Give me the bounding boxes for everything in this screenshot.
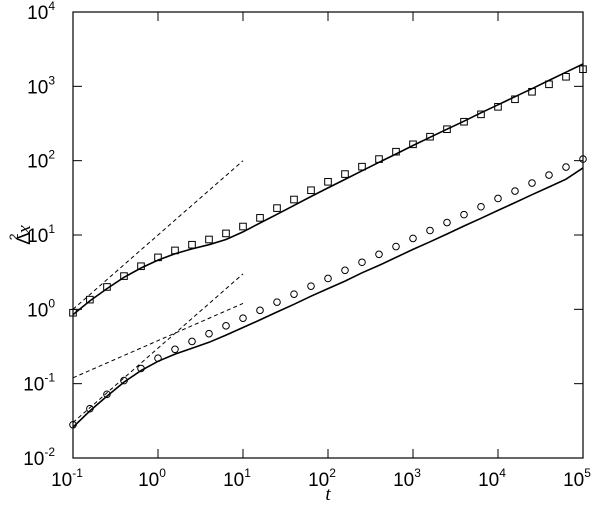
circle-marker (171, 345, 179, 354)
dashed-line (72, 302, 244, 379)
tick-label: 102 (27, 148, 55, 173)
square-marker (86, 295, 94, 304)
dashed-line (72, 273, 244, 423)
tick-base: 10 (563, 470, 584, 491)
tick-label: 104 (27, 0, 55, 24)
tick-label: 100 (138, 466, 166, 491)
square-marker (341, 170, 349, 178)
circle-marker (562, 163, 570, 171)
circle-marker (528, 179, 536, 187)
tick-label: 101 (223, 466, 251, 491)
y-label-base: Δ (14, 232, 35, 245)
tick-base: 10 (478, 470, 499, 491)
circle-marker (222, 322, 230, 330)
circle-marker (256, 306, 264, 315)
circle-marker (511, 187, 519, 195)
circle-marker (460, 210, 468, 219)
tick-label: 105 (563, 466, 591, 491)
square-marker (307, 186, 315, 195)
circle-marker (494, 194, 502, 203)
tick-base: 10 (393, 470, 414, 491)
square-marker (290, 195, 298, 204)
circle-marker (290, 290, 298, 298)
tick-label: 10-2 (23, 445, 55, 470)
square-marker (443, 125, 451, 134)
circle-marker (358, 258, 366, 267)
circle-marker (477, 202, 485, 211)
circle-marker (392, 242, 400, 251)
circle-marker (273, 298, 281, 306)
tick-exponent: -2 (44, 445, 55, 459)
tick-base: 10 (27, 226, 48, 247)
tick-exponent: -1 (44, 371, 55, 385)
tick-base: 10 (27, 152, 48, 173)
tick-base: 10 (27, 77, 48, 98)
tick-exponent: 0 (48, 296, 55, 310)
circle-marker (409, 234, 417, 243)
solid-line (72, 63, 584, 316)
square-marker (205, 235, 213, 244)
tick-label: 101 (27, 222, 55, 247)
square-marker (256, 214, 264, 222)
circle-marker (579, 155, 587, 163)
square-marker (239, 222, 247, 231)
tick-label: 10-1 (23, 371, 55, 396)
x-axis-label: t (325, 484, 331, 505)
tick-exponent: 1 (244, 466, 251, 480)
tick-exponent: -1 (72, 466, 83, 480)
circle-marker (307, 282, 315, 290)
solid-line (72, 167, 584, 428)
circle-marker (205, 329, 213, 338)
dashed-line (72, 160, 244, 310)
tick-base: 10 (23, 449, 44, 470)
circle-marker (239, 314, 247, 322)
tick-base: 10 (23, 375, 44, 396)
tick-base: 10 (27, 3, 48, 24)
tick-label: 103 (27, 73, 55, 98)
tick-exponent: 4 (499, 466, 506, 480)
tick-base: 10 (27, 300, 48, 321)
tick-label: 100 (27, 296, 55, 321)
circle-marker (426, 226, 434, 235)
circle-marker (188, 337, 196, 346)
tick-label: 103 (393, 466, 421, 491)
square-marker (562, 72, 570, 81)
tick-base: 10 (51, 470, 72, 491)
square-marker (426, 132, 434, 141)
tick-base: 10 (223, 470, 244, 491)
tick-base: 10 (138, 470, 159, 491)
tick-base: 10 (308, 470, 329, 491)
circle-marker (545, 171, 553, 179)
square-marker (188, 240, 196, 249)
circle-marker (375, 250, 383, 259)
tick-exponent: 2 (329, 466, 336, 480)
plot-frame (72, 11, 584, 459)
circle-marker (341, 266, 349, 275)
tick-exponent: 0 (159, 466, 166, 480)
circle-marker (443, 218, 451, 227)
tick-exponent: 3 (48, 73, 55, 87)
tick-exponent: 3 (414, 466, 421, 480)
square-marker (460, 117, 468, 126)
y-axis-label: Δ2x (7, 225, 35, 245)
tick-exponent: 1 (48, 222, 55, 236)
square-marker (324, 177, 332, 186)
circle-marker (324, 274, 332, 283)
y-label-tail: x (14, 225, 35, 235)
tick-exponent: 4 (48, 0, 55, 13)
square-marker (273, 204, 281, 212)
tick-label: 102 (308, 466, 336, 491)
tick-label: 104 (478, 466, 506, 491)
tick-exponent: 5 (584, 466, 591, 480)
tick-exponent: 2 (48, 148, 55, 162)
y-label-sup: 2 (7, 233, 21, 240)
square-marker (579, 65, 587, 74)
square-marker (222, 229, 230, 238)
tick-label: 10-1 (51, 466, 83, 491)
